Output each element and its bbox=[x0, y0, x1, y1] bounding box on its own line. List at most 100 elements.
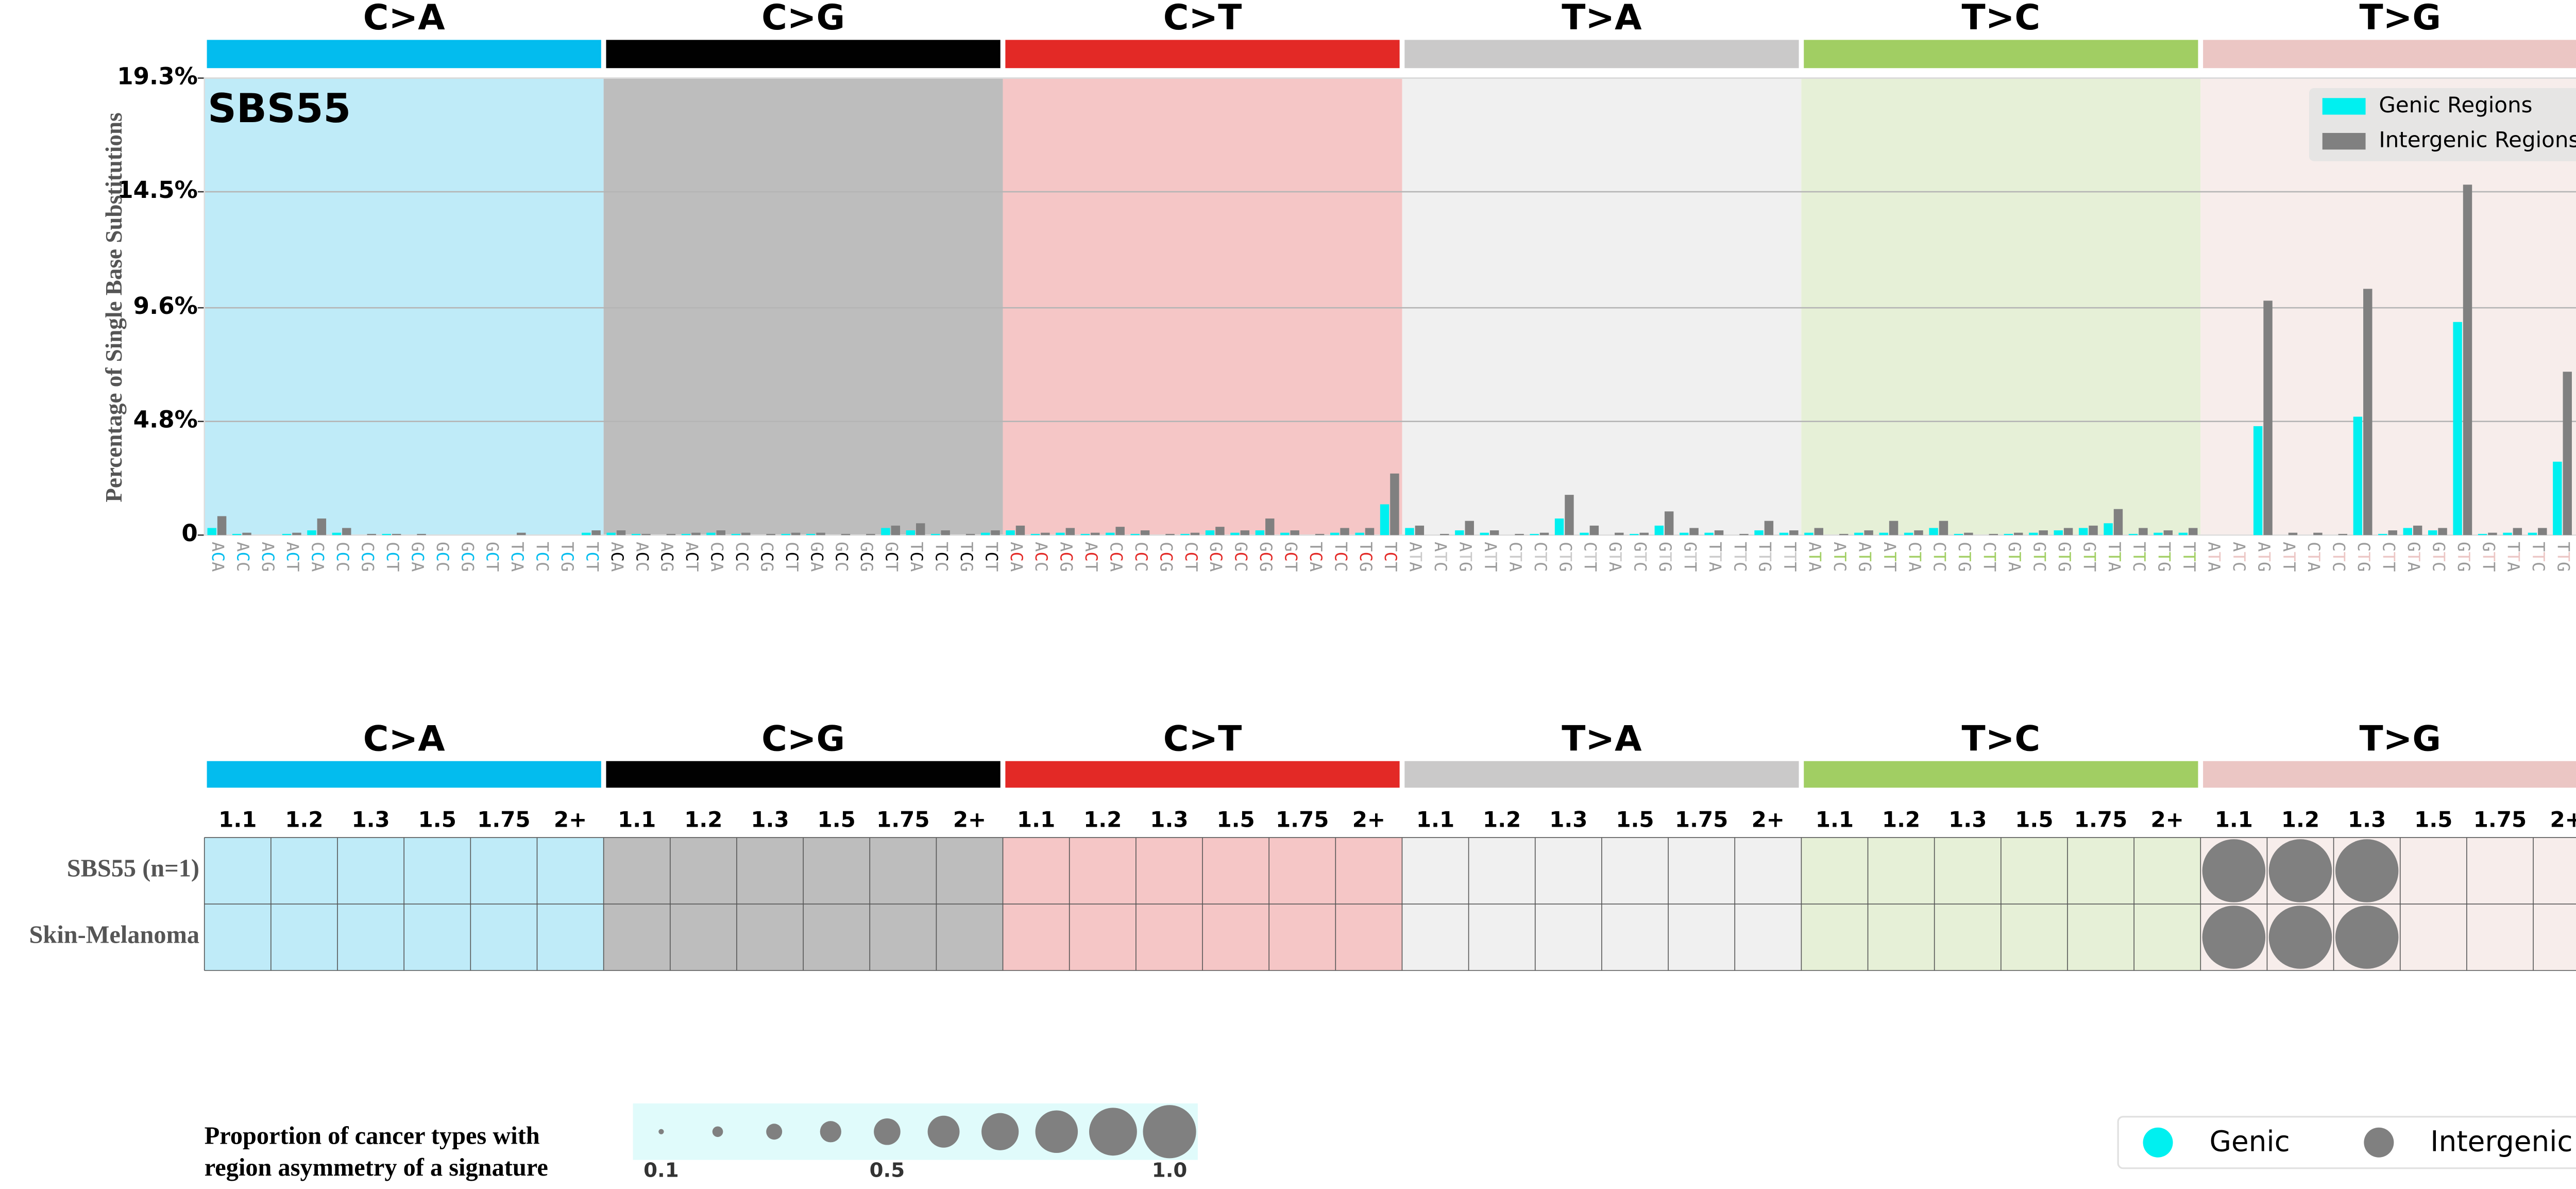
column-label: 1.2 bbox=[285, 807, 323, 832]
x-tick-letter: A bbox=[2204, 562, 2224, 572]
bar bbox=[2078, 528, 2088, 535]
bar bbox=[666, 533, 676, 535]
column-label: 2+ bbox=[2151, 807, 2184, 832]
x-tick-letter: T bbox=[2554, 542, 2573, 551]
bar bbox=[1764, 521, 1774, 535]
x-tick-letter: C bbox=[1106, 552, 1126, 562]
x-tick-letter: T bbox=[931, 542, 951, 551]
x-tick-label: TCC bbox=[931, 542, 951, 572]
x-tick-label: GTT bbox=[1680, 542, 1700, 572]
x-tick-letter: T bbox=[1805, 552, 1825, 562]
bar bbox=[1140, 530, 1150, 535]
bar bbox=[1190, 532, 1200, 535]
x-tick-label: CCC bbox=[732, 542, 752, 572]
x-tick-letter: G bbox=[1755, 562, 1775, 572]
x-tick-letter: C bbox=[1905, 542, 1924, 551]
x-tick-letter: C bbox=[2329, 542, 2349, 551]
x-tick-letter: T bbox=[283, 562, 302, 572]
x-tick-letter: T bbox=[1880, 552, 1900, 562]
x-tick-letter: G bbox=[1057, 562, 1076, 572]
x-tick-label: ATT bbox=[1880, 542, 1900, 572]
group-header: T>G bbox=[2359, 0, 2441, 38]
x-tick-letter: C bbox=[1631, 562, 1650, 572]
x-tick-label: TCT bbox=[981, 542, 1001, 572]
x-tick-letter: T bbox=[1730, 542, 1750, 551]
x-tick-letter: T bbox=[2179, 562, 2199, 572]
x-tick-letter: C bbox=[258, 552, 278, 562]
bar bbox=[1165, 533, 1175, 535]
x-tick-letter: G bbox=[557, 562, 577, 572]
x-tick-letter: T bbox=[882, 562, 902, 572]
group-header-bar bbox=[1404, 40, 1799, 69]
proportion-dot bbox=[2335, 906, 2399, 969]
x-tick-letter: G bbox=[1680, 542, 1700, 551]
column-label: 1.1 bbox=[2215, 807, 2253, 832]
column-label: 1.3 bbox=[1549, 807, 1587, 832]
y-tick-label: 14.5% bbox=[117, 176, 198, 204]
group-header-bar bbox=[207, 761, 601, 788]
x-tick-letter: A bbox=[1431, 542, 1450, 551]
x-tick-label: TCT bbox=[582, 542, 602, 572]
bar bbox=[2054, 530, 2063, 535]
x-tick-letter: T bbox=[1481, 562, 1500, 572]
bar bbox=[1539, 532, 1549, 535]
x-tick-letter: T bbox=[1406, 552, 1426, 562]
bar bbox=[1255, 530, 1265, 535]
group-background bbox=[1402, 78, 1802, 535]
x-tick-label: ATC bbox=[2229, 542, 2249, 572]
bar bbox=[741, 532, 751, 535]
x-tick-letter: A bbox=[607, 542, 627, 551]
bar bbox=[2513, 528, 2522, 535]
bar bbox=[1879, 532, 1888, 535]
x-tick-letter: A bbox=[258, 542, 278, 551]
x-tick-label: ATA bbox=[2204, 542, 2224, 572]
x-tick-label: GTC bbox=[1631, 542, 1650, 572]
x-tick-letter: T bbox=[1680, 552, 1700, 562]
bar bbox=[866, 533, 875, 535]
y-tick-label: 9.6% bbox=[133, 292, 198, 320]
x-tick-letter: C bbox=[1531, 562, 1550, 572]
x-tick-letter: T bbox=[557, 542, 577, 551]
x-tick-label: GCA bbox=[408, 542, 427, 572]
x-tick-letter: G bbox=[1855, 562, 1874, 572]
x-tick-letter: A bbox=[632, 542, 652, 551]
y-axis-label: Percentage of Single Base Substitutions bbox=[101, 112, 127, 502]
x-tick-label: TCA bbox=[907, 542, 926, 572]
x-tick-label: ATA bbox=[1406, 542, 1426, 572]
bar bbox=[317, 518, 327, 535]
x-tick-label: TTC bbox=[2129, 542, 2149, 572]
bar bbox=[2154, 532, 2163, 535]
x-tick-letter: C bbox=[2354, 542, 2374, 551]
x-tick-letter: T bbox=[1905, 552, 1924, 562]
column-label: 1.75 bbox=[1675, 807, 1728, 832]
bar bbox=[2403, 528, 2412, 535]
bar bbox=[2063, 528, 2073, 535]
x-tick-letter: A bbox=[907, 562, 926, 572]
x-tick-letter: T bbox=[1755, 542, 1775, 551]
bar bbox=[1954, 533, 1963, 535]
x-tick-letter: A bbox=[2005, 562, 2024, 572]
x-tick-letter: G bbox=[2479, 542, 2498, 551]
x-tick-label: ACC bbox=[233, 542, 252, 572]
x-tick-letter: G bbox=[483, 542, 502, 551]
x-tick-letter: C bbox=[1156, 552, 1176, 562]
x-tick-letter: C bbox=[582, 552, 602, 562]
bar bbox=[292, 532, 301, 535]
x-tick-letter: C bbox=[308, 542, 328, 551]
x-tick-label: ACA bbox=[607, 542, 627, 572]
x-tick-letter: T bbox=[907, 542, 926, 551]
x-tick-letter: C bbox=[333, 542, 352, 551]
x-tick-letter: C bbox=[732, 552, 752, 562]
bar bbox=[1714, 530, 1724, 535]
x-tick-label: GCT bbox=[1281, 542, 1301, 572]
x-tick-label: ATG bbox=[1456, 542, 1476, 572]
group-header-bar bbox=[1005, 761, 1400, 788]
x-tick-letter: T bbox=[507, 542, 527, 551]
x-tick-label: GTG bbox=[2454, 542, 2473, 572]
x-tick-letter: G bbox=[2055, 542, 2074, 551]
x-tick-letter: C bbox=[533, 562, 552, 572]
bar bbox=[1554, 518, 1564, 535]
column-label: 1.5 bbox=[1616, 807, 1654, 832]
bar bbox=[2288, 532, 2298, 535]
column-label: 1.1 bbox=[1416, 807, 1454, 832]
